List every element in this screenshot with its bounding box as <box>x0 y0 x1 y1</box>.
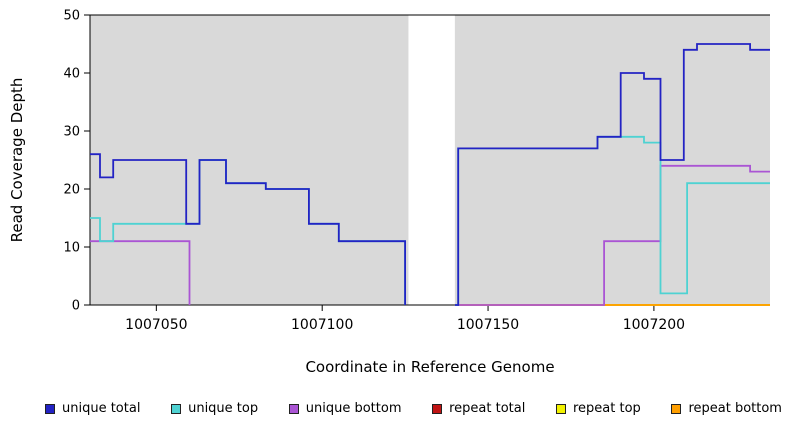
y-tick-label: 20 <box>63 183 80 198</box>
legend-label-repeat-total: repeat total <box>449 401 526 416</box>
y-tick-label: 40 <box>63 67 80 82</box>
x-axis-title: Coordinate in Reference Genome <box>305 358 554 376</box>
legend-label-repeat-top: repeat top <box>573 401 641 416</box>
legend-item-repeat-bottom: repeat bottom <box>671 401 782 416</box>
y-tick-label: 50 <box>63 9 80 24</box>
legend-swatch-repeat-total <box>432 403 443 414</box>
plot-panel-1 <box>454 15 770 305</box>
series-unique-total <box>90 43 770 306</box>
y-tick-label: 10 <box>63 241 80 256</box>
legend-item-unique-bottom: unique bottom <box>288 401 402 416</box>
legend-label-unique-top: unique top <box>188 401 259 416</box>
legend-item-repeat-top: repeat top <box>556 401 641 416</box>
x-tick-label: 1007150 <box>457 317 519 333</box>
x-tick-label: 1007100 <box>291 317 353 333</box>
legend-item-repeat-total: repeat total <box>432 401 525 416</box>
legend-label-repeat-bottom: repeat bottom <box>688 401 782 416</box>
legend-item-unique-total: unique total <box>45 401 140 416</box>
legend-label-unique-total: unique total <box>62 401 141 416</box>
legend-swatch-unique-top <box>171 403 182 414</box>
legend-item-unique-top: unique top <box>171 401 258 416</box>
x-tick-label: 1007200 <box>623 317 685 333</box>
y-axis-title: Read Coverage Depth <box>8 78 26 243</box>
legend-swatch-unique-total <box>45 403 55 414</box>
y-tick-label: 30 <box>63 125 80 140</box>
legend-swatch-repeat-bottom <box>671 403 682 414</box>
chart-legend: unique total unique top unique bottom repea… <box>45 401 782 416</box>
legend-swatch-unique-bottom <box>288 403 299 414</box>
legend-label-unique-bottom: unique bottom <box>305 401 402 416</box>
chart-layers: 0 10 20 30 40 50 1007050 1007100 1007150 1007200 <box>63 9 770 333</box>
y-tick-label: 0 <box>72 299 80 314</box>
legend-swatch-repeat-top <box>556 403 566 414</box>
x-tick-label: 1007050 <box>125 317 187 333</box>
